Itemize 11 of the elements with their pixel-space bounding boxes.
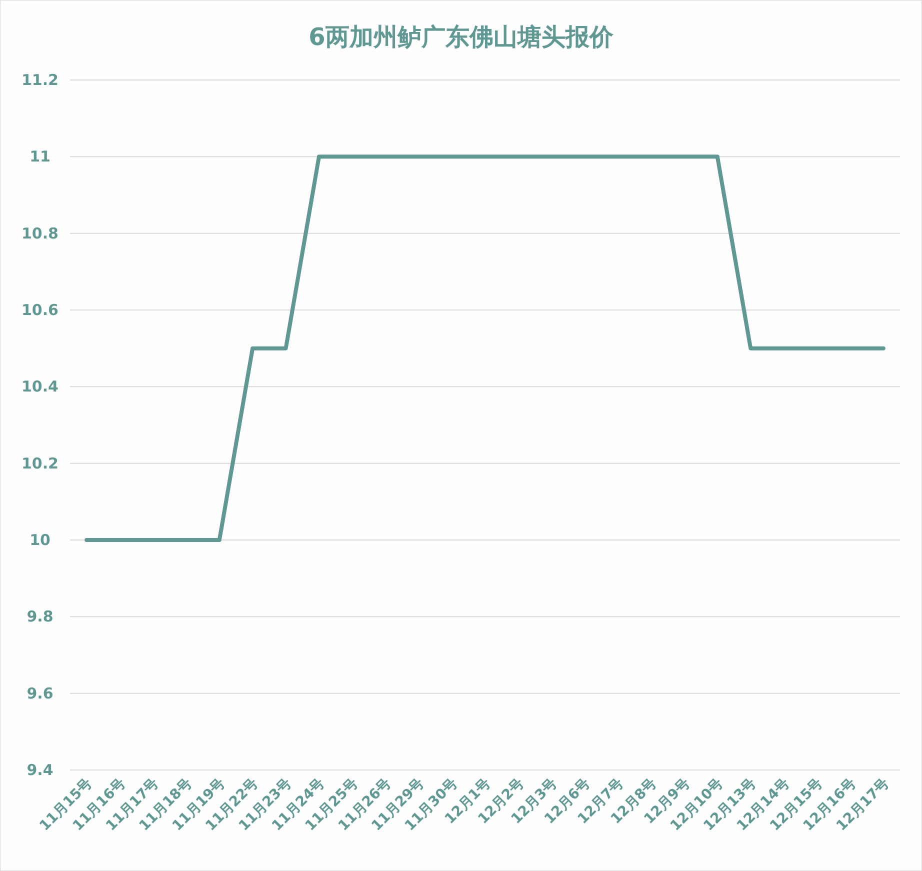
- y-tick-label: 9.8: [26, 608, 54, 626]
- y-tick-label: 9.6: [26, 684, 54, 702]
- y-tick-label: 10.6: [21, 301, 59, 319]
- y-tick-label: 11: [30, 148, 50, 166]
- y-tick-label: 10.4: [21, 378, 59, 396]
- y-tick-label: 10.2: [21, 454, 59, 472]
- chart-title: 6两加州鲈广东佛山塘头报价: [308, 23, 614, 51]
- y-tick-label: 9.4: [26, 761, 54, 779]
- y-tick-label: 10: [30, 531, 50, 549]
- y-tick-label: 10.8: [21, 224, 59, 242]
- y-tick-label: 11.2: [21, 71, 59, 89]
